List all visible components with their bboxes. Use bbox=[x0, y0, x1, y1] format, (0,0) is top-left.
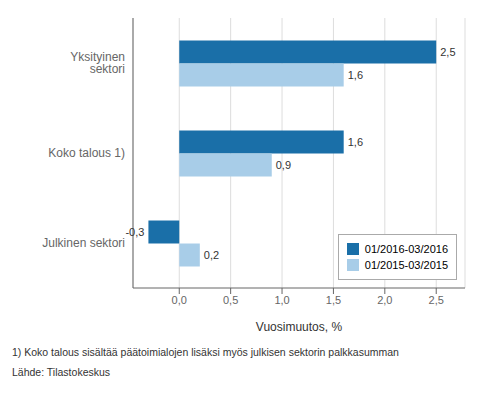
svg-text:0,9: 0,9 bbox=[276, 159, 291, 171]
svg-text:0,5: 0,5 bbox=[223, 294, 238, 306]
html-text:Lähde: Tilastokeskus: Lähde: Tilastokeskus bbox=[12, 366, 111, 378]
svg-text:-0,3: -0,3 bbox=[125, 226, 144, 238]
svg-text:2,0: 2,0 bbox=[377, 294, 392, 306]
svg-text:1,0: 1,0 bbox=[274, 294, 289, 306]
html-text:01/2016-03/2016: 01/2016-03/2016 bbox=[364, 243, 448, 255]
svg-text:Julkinen sektori: Julkinen sektori bbox=[42, 236, 125, 250]
svg-text:1,5: 1,5 bbox=[326, 294, 341, 306]
svg-text:0,2: 0,2 bbox=[204, 249, 219, 261]
svg-text:1,6: 1,6 bbox=[348, 69, 363, 81]
html-text:01/2015-03/2015: 01/2015-03/2015 bbox=[364, 259, 448, 271]
svg-text:2,5: 2,5 bbox=[440, 46, 455, 58]
html-text:1) Koko talous sisältää päätoi: 1) Koko talous sisältää päätoimialojen l… bbox=[12, 346, 399, 358]
svg-text:0,0: 0,0 bbox=[172, 294, 187, 306]
svg-text:2,5: 2,5 bbox=[429, 294, 444, 306]
svg-text:Vuosimuutos, %: Vuosimuutos, % bbox=[256, 320, 343, 334]
svg-text:Koko talous 1): Koko talous 1) bbox=[48, 146, 125, 160]
svg-text:1,6: 1,6 bbox=[348, 136, 363, 148]
svg-text:Yksityinensektori: Yksityinensektori bbox=[70, 50, 125, 76]
